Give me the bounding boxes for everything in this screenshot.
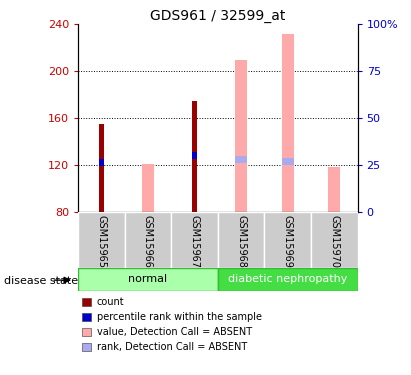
Bar [218, 212, 264, 268]
Title: GDS961 / 32599_at: GDS961 / 32599_at [150, 9, 286, 23]
Bar [218, 268, 358, 291]
Bar [328, 167, 340, 212]
Text: percentile rank within the sample: percentile rank within the sample [97, 312, 261, 322]
Bar [282, 158, 293, 165]
Bar [282, 34, 293, 212]
Bar [78, 268, 218, 291]
Bar [99, 124, 104, 212]
Text: GSM15966: GSM15966 [143, 214, 153, 268]
Bar [78, 212, 125, 268]
Bar [142, 164, 154, 212]
Text: GSM15968: GSM15968 [236, 214, 246, 268]
Bar [192, 100, 197, 212]
Text: rank, Detection Call = ABSENT: rank, Detection Call = ABSENT [97, 342, 247, 352]
Bar [171, 212, 218, 268]
Text: GSM15965: GSM15965 [97, 214, 106, 268]
Bar [236, 156, 247, 163]
Text: GSM15970: GSM15970 [329, 214, 339, 268]
Text: count: count [97, 297, 124, 307]
Bar [264, 212, 311, 268]
Bar [99, 159, 104, 166]
Bar [125, 212, 171, 268]
Text: disease state: disease state [4, 276, 78, 285]
Text: GSM15969: GSM15969 [283, 214, 293, 268]
Text: normal: normal [128, 274, 168, 284]
Bar [192, 152, 197, 159]
Bar [311, 212, 358, 268]
Bar [236, 60, 247, 212]
Text: value, Detection Call = ABSENT: value, Detection Call = ABSENT [97, 327, 252, 337]
Text: diabetic nephropathy: diabetic nephropathy [228, 274, 347, 284]
Text: GSM15967: GSM15967 [189, 214, 199, 268]
